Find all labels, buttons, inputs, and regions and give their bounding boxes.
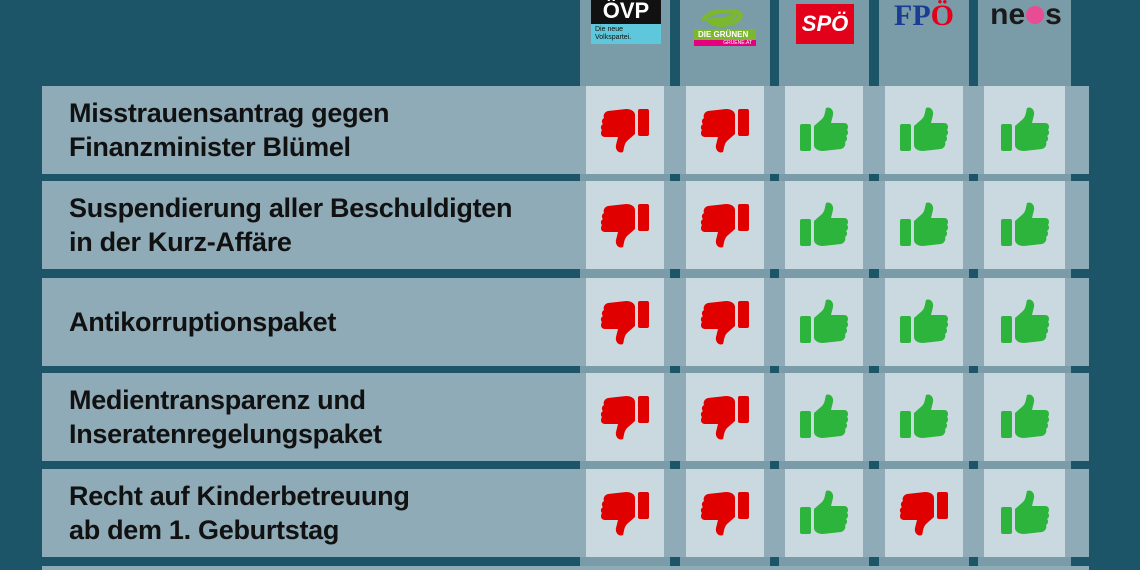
- vote-cell-spo: [785, 469, 863, 557]
- table-row-partial: [42, 566, 1089, 570]
- neos-speech-bubble-icon: [1026, 6, 1045, 24]
- vote-cell-spo: [785, 181, 863, 269]
- gruene-swirl-icon: [701, 9, 743, 27]
- thumbs-up-icon: [1000, 202, 1050, 248]
- vote-cell-ovp: [586, 278, 664, 366]
- thumbs-up-icon: [799, 107, 849, 153]
- gruene-logo: DIE GRÜNEN GRUENE.AT: [694, 2, 756, 46]
- vote-cell-ovp: [586, 181, 664, 269]
- vote-cell-ovp: [586, 469, 664, 557]
- thumbs-down-icon: [600, 490, 650, 536]
- thumbs-up-icon: [1000, 299, 1050, 345]
- vote-cell-fpo: [885, 86, 963, 174]
- thumbs-up-icon: [899, 394, 949, 440]
- thumbs-up-icon: [799, 490, 849, 536]
- thumbs-down-icon: [700, 490, 750, 536]
- vote-cell-fpo: [885, 469, 963, 557]
- vote-cell-fpo: [885, 278, 963, 366]
- thumbs-down-icon: [600, 107, 650, 153]
- vote-cell-neos: [984, 469, 1065, 557]
- thumbs-up-icon: [1000, 490, 1050, 536]
- vote-cell-spo: [785, 86, 863, 174]
- thumbs-up-icon: [1000, 394, 1050, 440]
- vote-cell-fpo: [885, 373, 963, 461]
- vote-cell-gruene: [686, 86, 764, 174]
- thumbs-up-icon: [799, 202, 849, 248]
- ovp-logo: ÖVP Die neue Volkspartei.: [591, 0, 661, 44]
- thumbs-up-icon: [799, 394, 849, 440]
- motion-label: Medientransparenz und Inseratenregelungsp…: [69, 385, 382, 449]
- vote-cell-neos: [984, 373, 1065, 461]
- motion-label: Misstrauensantrag gegen Finanzminister Bl…: [69, 98, 390, 162]
- thumbs-down-icon: [600, 299, 650, 345]
- thumbs-down-icon: [600, 202, 650, 248]
- thumbs-up-icon: [899, 107, 949, 153]
- vote-cell-ovp: [586, 86, 664, 174]
- vote-cell-neos: [984, 86, 1065, 174]
- thumbs-down-icon: [600, 394, 650, 440]
- thumbs-up-icon: [1000, 107, 1050, 153]
- vote-cell-gruene: [686, 181, 764, 269]
- thumbs-down-icon: [700, 394, 750, 440]
- thumbs-down-icon: [700, 299, 750, 345]
- neos-logo: ne s: [990, 0, 1062, 31]
- thumbs-down-icon: [700, 202, 750, 248]
- vote-cell-gruene: [686, 278, 764, 366]
- vote-cell-neos: [984, 181, 1065, 269]
- thumbs-up-icon: [799, 299, 849, 345]
- thumbs-down-icon: [899, 490, 949, 536]
- vote-cell-spo: [785, 278, 863, 366]
- thumbs-up-icon: [899, 299, 949, 345]
- vote-cell-gruene: [686, 373, 764, 461]
- motion-label: Recht auf Kinderbetreuung ab dem 1. Gebur…: [69, 481, 410, 545]
- vote-cell-neos: [984, 278, 1065, 366]
- thumbs-up-icon: [899, 202, 949, 248]
- motion-label: Suspendierung aller Beschuldigten in der …: [69, 193, 513, 257]
- motion-label: Antikorruptionspaket: [69, 307, 337, 337]
- vote-cell-spo: [785, 373, 863, 461]
- vote-cell-fpo: [885, 181, 963, 269]
- fpo-logo: FP Ö: [894, 0, 954, 32]
- vote-cell-ovp: [586, 373, 664, 461]
- spo-logo: SPÖ: [796, 4, 854, 44]
- thumbs-down-icon: [700, 107, 750, 153]
- vote-cell-gruene: [686, 469, 764, 557]
